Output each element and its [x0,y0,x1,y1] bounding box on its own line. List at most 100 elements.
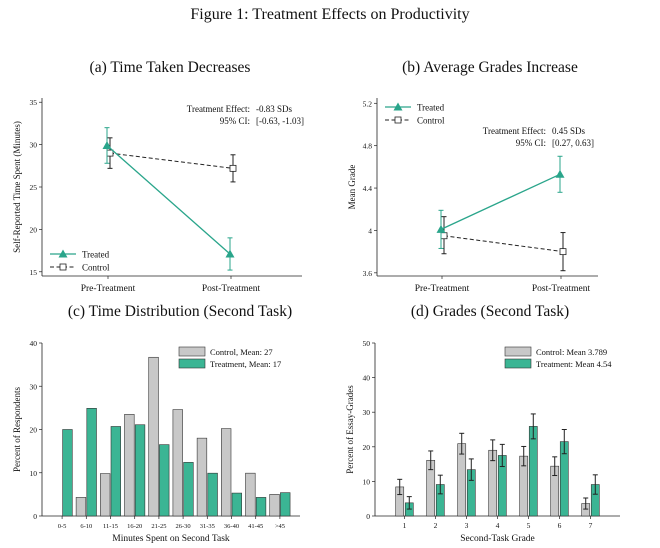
panel-d-xtick-label: 5 [527,521,531,530]
annotation-effect-value: 0.45 SDs [552,126,586,136]
legend-marker-treated [58,249,68,258]
panel-a-ytick-label: 25 [30,183,38,192]
annotation-ci-value: [-0.63, -1.03] [256,116,304,126]
panel-a-ylabel: Self-Reported Time Spent (Minutes) [12,121,22,253]
data-point-treated [555,169,565,178]
panel-d-ytick-label: 50 [363,339,371,348]
figure-title: Figure 1: Treatment Effects on Productiv… [190,6,470,23]
panel-d-ytick-label: 20 [363,443,371,452]
panel-a-title: (a) Time Taken Decreases [89,59,251,76]
panel-d-ytick-label: 0 [366,512,370,521]
panel-d-xtick-label: 2 [434,521,438,530]
panel-c-xtick-label: 41-45 [248,523,263,530]
panel-c-xtick-label: 21-25 [151,523,166,530]
data-point-control [559,248,567,256]
data-point-treated [436,224,446,233]
legend-swatch-treatment [178,358,206,369]
panel-d-xtick-label: 1 [403,521,407,530]
panel-b-ytick-label: 3.6 [363,269,373,278]
panel-c-ylabel: Percent of Respondents [12,387,22,472]
bar-control [269,494,280,517]
bar-treatment [183,462,194,517]
bar-treatment [231,492,242,517]
panel-c-xtick-label: 31-35 [200,523,215,530]
series-line-treated [106,144,231,255]
bar-treatment [207,472,218,517]
panel-c-xtick-label: 16-20 [127,523,142,530]
series-line-control [443,235,564,253]
bar-control [172,409,183,517]
bar-control [148,356,159,517]
panel-d-xtick-label: 7 [589,521,593,530]
series-line-control [109,152,234,169]
panel-c-xlabel: Minutes Spent on Second Task [112,534,230,544]
panel-d-ytick-label: 10 [363,477,371,486]
legend-label: Treatment: Mean 4.54 [536,359,612,369]
data-point-treated [225,249,235,258]
panel-d-ylabel: Percent of Essay-Grades [345,385,355,474]
legend-label: Control [417,116,445,126]
data-point-control [106,149,114,157]
panel-d-ytick-label: 40 [363,374,371,383]
bar-treatment [110,426,121,517]
data-point-treated [102,140,112,149]
legend-swatch-treatment [504,358,532,369]
annotation-ci-label: 95% CI: [220,116,250,126]
panel-c-xtick-label: >45 [275,523,285,530]
bar-treatment [134,424,146,517]
legend-label: Treated [82,250,110,260]
legend-label: Treatment, Mean: 17 [210,359,281,369]
panel-d-ytick-label: 30 [363,408,371,417]
legend-swatch-control [178,346,206,357]
panel-d-title: (d) Grades (Second Task) [410,303,570,320]
panel-b-xtick-label: Post-Treatment [532,284,591,294]
panel-d-xtick-label: 6 [558,521,562,530]
legend-label: Treated [417,103,445,113]
panel-c-ytick-label: 10 [30,469,38,478]
bar-control [100,473,111,517]
annotation-effect-value: -0.83 SDs [256,104,293,114]
annotation-ci-value: [0.27, 0.63] [552,138,594,148]
bar-treatment [86,408,97,517]
panel-b-xtick-label: Pre-Treatment [415,284,470,294]
panel-d-xtick-label: 3 [465,521,469,530]
legend-marker-control [59,263,67,271]
annotation-ci-label: 95% CI: [516,138,546,148]
annotation-effect-label: Treatment Effect: [187,104,250,114]
panel-c-xtick-label: 6-10 [80,523,92,530]
series-line-treated [440,173,561,230]
panel-b-ytick-label: 4.4 [363,184,373,193]
bar-treatment [159,444,170,517]
panel-c-ytick-label: 0 [33,512,37,521]
panel-c-xtick-label: 0-5 [58,523,67,530]
legend-label: Control, Mean: 27 [210,347,273,357]
panel-a-ytick-label: 30 [30,141,38,150]
legend-marker-control [394,116,402,124]
panel-c-xtick-label: 36-40 [224,523,239,530]
panel-a-ytick-label: 20 [30,225,38,234]
bar-control [124,414,135,517]
bar-treatment [280,492,291,517]
panel-b-ytick-label: 4.8 [363,142,373,151]
panel-c-ytick-label: 40 [30,339,38,348]
panel-d-xtick-label: 4 [496,521,500,530]
bar-control [221,428,232,517]
panel-d-xlabel: Second-Task Grade [460,534,535,544]
panel-b-ylabel: Mean Grade [347,165,357,210]
bar-treatment [255,497,267,517]
data-point-control [440,232,448,240]
panel-b-title: (b) Average Grades Increase [402,59,578,76]
panel-a-xtick-label: Post-Treatment [202,284,261,294]
panel-b-ytick-label: 4 [368,226,372,235]
panel-a-xtick-label: Pre-Treatment [81,284,136,294]
panel-a-ytick-label: 35 [30,98,38,107]
panel-b-ytick-label: 5.2 [363,99,373,108]
bar-control [196,437,208,517]
bar-treatment [62,429,73,517]
panel-c-title: (c) Time Distribution (Second Task) [67,303,293,320]
legend-marker-treated [393,102,403,111]
bar-control [75,497,87,517]
panel-c-xtick-label: 11-15 [103,523,118,530]
legend-label: Control: Mean 3.789 [536,347,607,357]
